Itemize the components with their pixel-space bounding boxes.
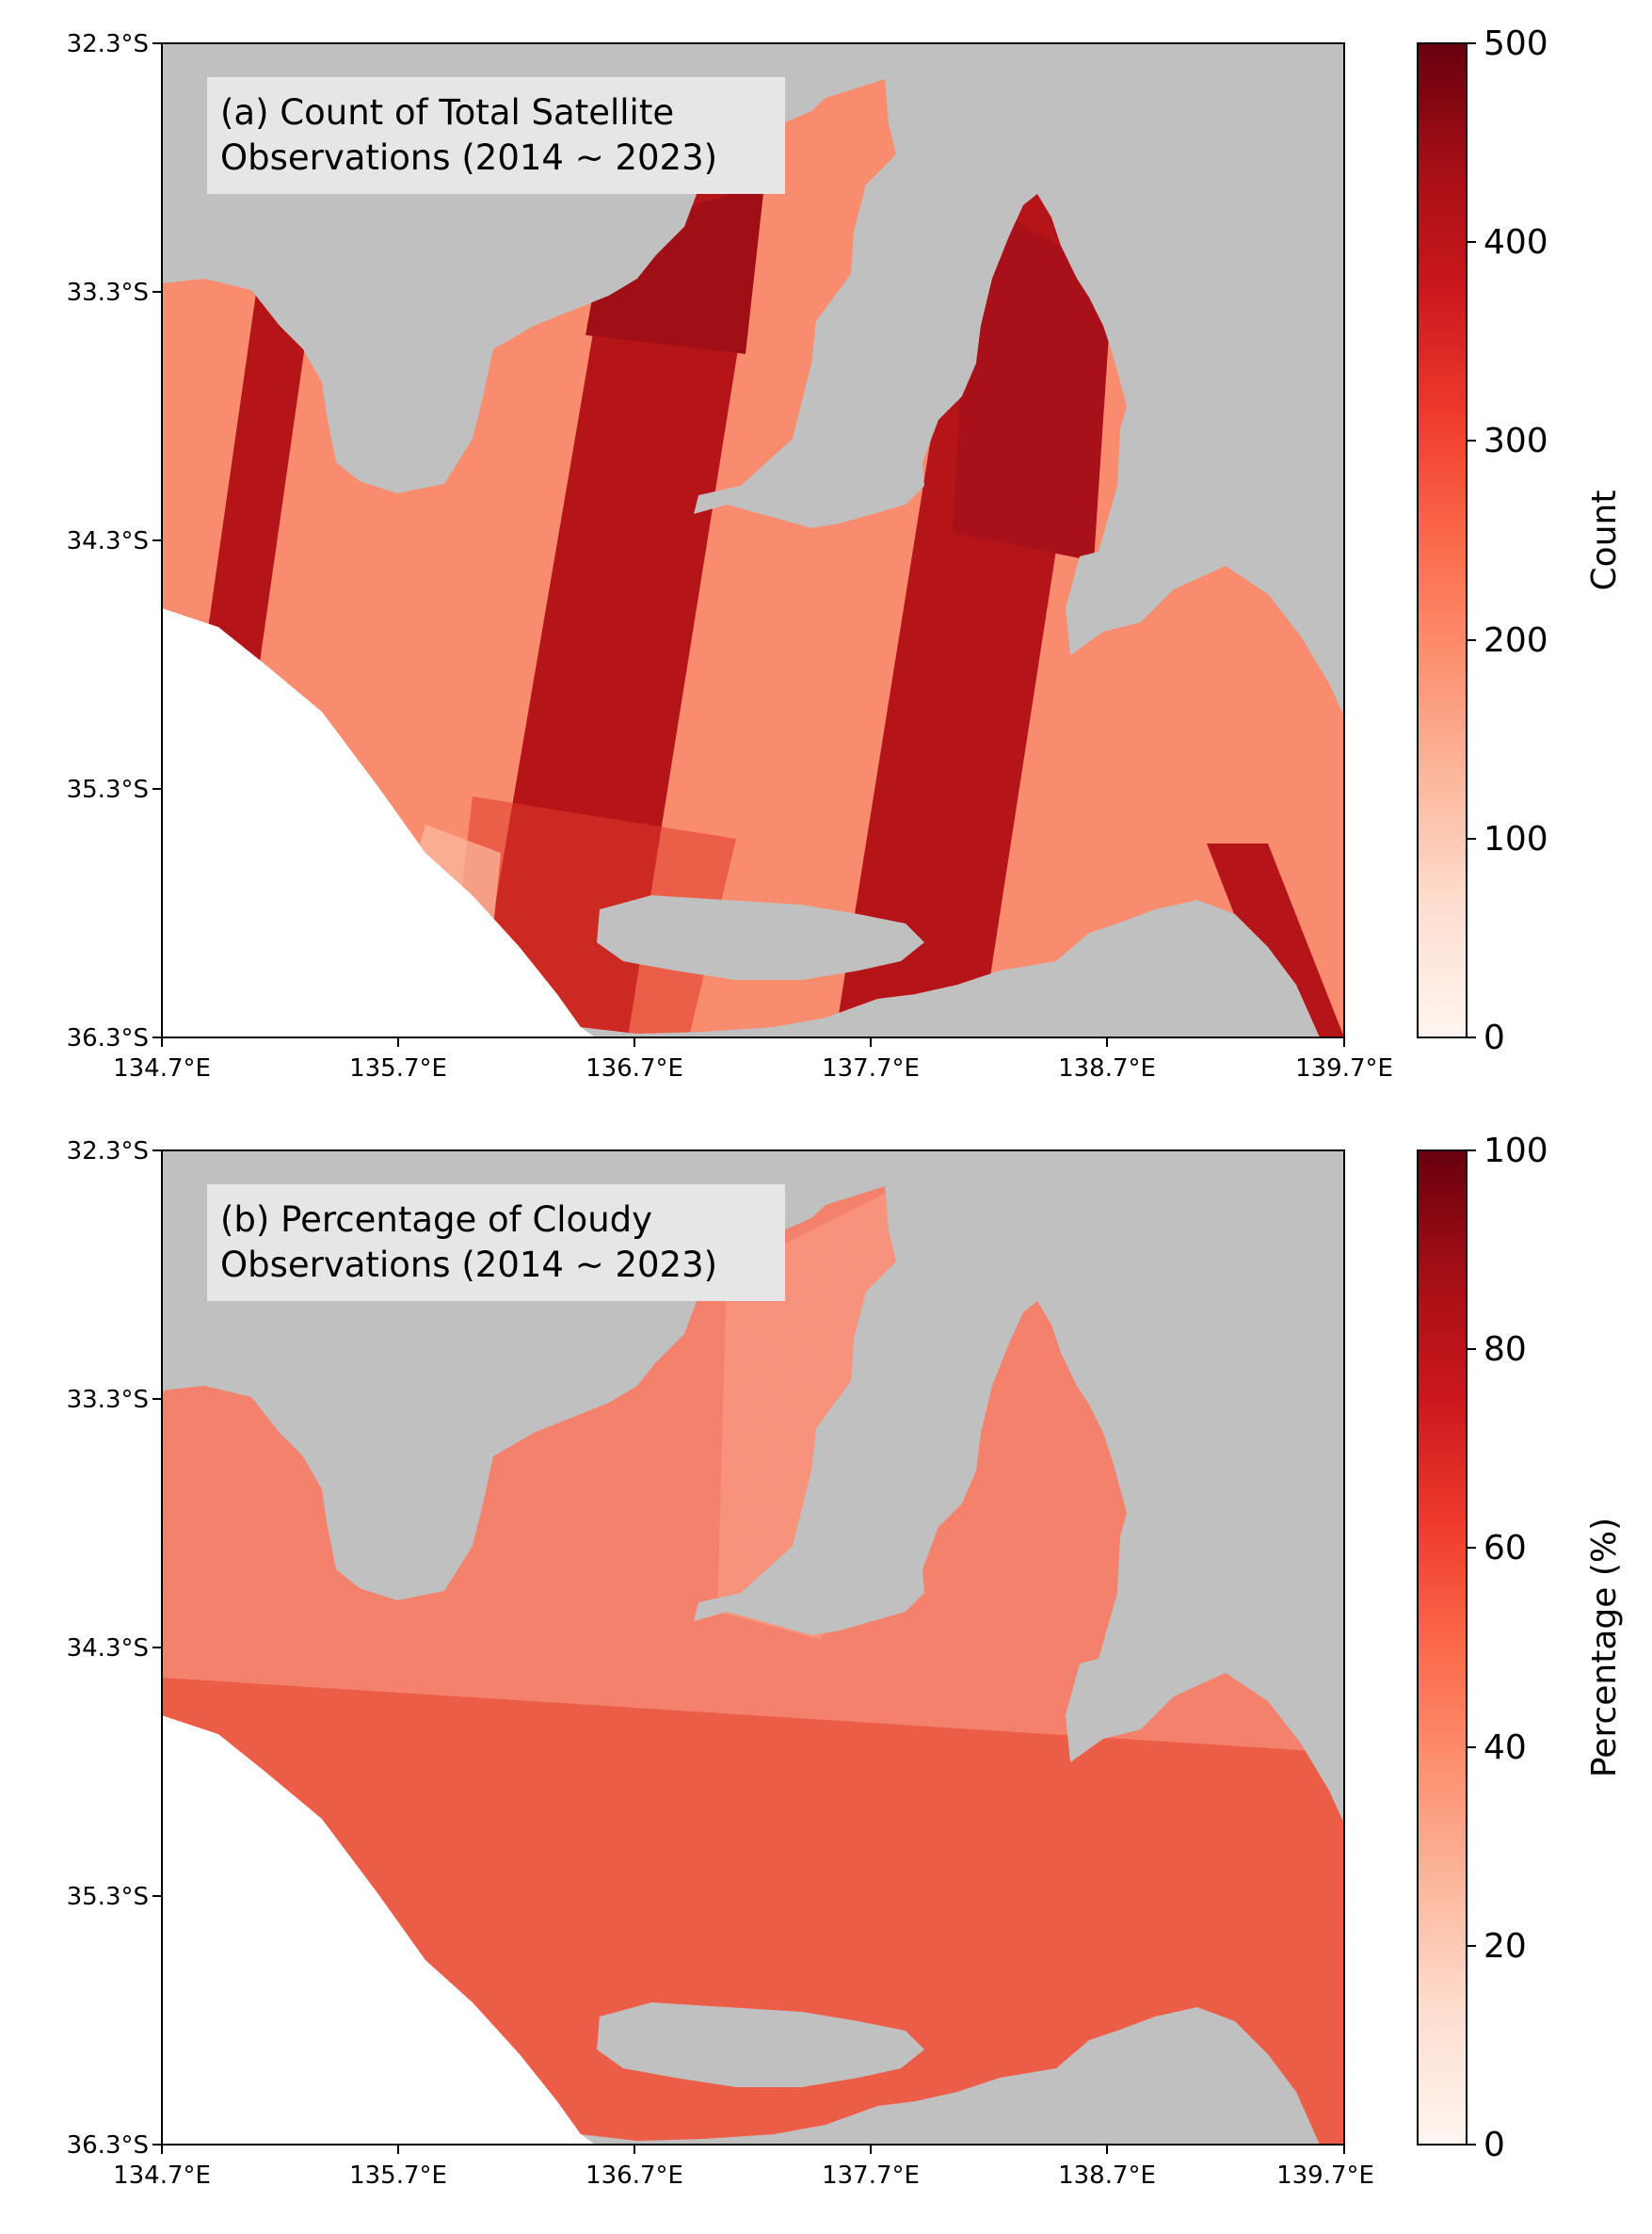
x-tick-label: 139.7°E [1276,2162,1374,2190]
swath-4 [1207,844,1344,1037]
y-tick-label: 32.3°S [67,1137,149,1165]
svg-text:Observations (2014 ~ 2023): Observations (2014 ~ 2023) [220,137,717,178]
x-axis: 134.7°E 135.7°E 136.7°E 137.7°E 138.7°E … [113,2145,1374,2190]
kangaroo-island [597,895,924,980]
panel-title-line-1: (a) Count of Total Satellite [220,92,674,133]
y-axis: 32.3°S 33.3°S 34.3°S 35.3°S 36.3°S [67,1137,162,2160]
x-tick-label: 136.7°E [585,1054,683,1083]
panel-title-line-1: (b) Percentage of Cloudy [220,1199,652,1240]
y-tick-label: 35.3°S [67,1883,149,1911]
x-tick-label: 134.7°E [113,2162,211,2190]
no-coverage-region [162,608,595,1037]
panel-b: (b) Percentage of Cloudy Observations (2… [67,1137,1374,2190]
colorbar-ticks: 100 80 60 40 20 0 [1467,1132,1548,2164]
colorbar-tick-label: 300 [1484,422,1548,460]
x-tick-label: 138.7°E [1058,1054,1156,1083]
colorbar-tick-label: 100 [1484,1132,1548,1170]
colorbar-tick-label: 60 [1484,1529,1527,1567]
x-tick-label: 137.7°E [822,1054,920,1083]
y-tick-label: 34.3°S [67,527,149,555]
x-tick-label: 136.7°E [585,2162,683,2190]
colorbar-tick-label: 0 [1484,1019,1505,1057]
x-tick-label: 137.7°E [822,2162,920,2190]
panel-title-box [207,1184,785,1301]
kangaroo-island [597,2002,924,2087]
colorbar-tick-label: 500 [1484,24,1548,63]
y-tick-label: 33.3°S [67,1386,149,1414]
panel-title-line-2: Observations (2014 ~ 2023) [220,1245,717,1285]
colorbar-ticks: 500 400 300 200 100 0 [1467,24,1548,1057]
x-tick-label: 139.7°E [1295,1054,1393,1083]
panel-title-box [207,77,785,194]
y-tick-label: 36.3°S [67,1024,149,1053]
y-tick-label: 36.3°S [67,2131,149,2160]
colorbar-tick-label: 40 [1484,1728,1527,1767]
colorbar-label: Count [1585,490,1624,591]
panel-a: (a) Count of Total Satellite Observation… [67,30,1393,1083]
colorbar-tick-label: 20 [1484,1927,1527,1966]
swath-3-dark [953,194,1113,561]
y-tick-label: 32.3°S [67,30,149,58]
y-tick-label: 35.3°S [67,776,149,804]
colorbar-b: 100 80 60 40 20 0 Percentage (%) [1417,1132,1624,2164]
y-tick-label: 33.3°S [67,279,149,307]
colorbar-a: 500 400 300 200 100 0 Count [1417,24,1624,1057]
x-tick-label: 134.7°E [113,1054,211,1083]
colorbar-tick-label: 400 [1484,223,1548,262]
y-tick-label: 34.3°S [67,1634,149,1663]
svg-text:(a) Count of Total Satellite: (a) Count of Total Satellite [220,92,674,133]
x-axis: 134.7°E 135.7°E 136.7°E 137.7°E 138.7°E … [113,1037,1393,1083]
x-tick-label: 135.7°E [349,1054,447,1083]
y-axis: 32.3°S 33.3°S 34.3°S 35.3°S 36.3°S [67,30,162,1053]
svg-text:(b) Percentage of Cloudy: (b) Percentage of Cloudy [220,1199,652,1240]
swath-1 [195,260,317,721]
colorbar-label: Percentage (%) [1585,1518,1624,1777]
panel-title-line-2: Observations (2014 ~ 2023) [220,137,717,178]
x-tick-label: 138.7°E [1058,2162,1156,2190]
colorbar-tick-label: 100 [1484,820,1548,859]
colorbar-tick-label: 0 [1484,2126,1505,2164]
svg-text:Observations (2014 ~ 2023): Observations (2014 ~ 2023) [220,1245,717,1285]
x-tick-label: 135.7°E [349,2162,447,2190]
colorbar-tick-label: 200 [1484,621,1548,660]
colorbar-tick-label: 80 [1484,1330,1527,1369]
no-coverage-region [162,1715,595,2145]
